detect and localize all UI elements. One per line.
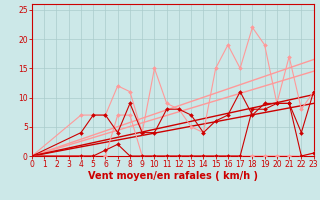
X-axis label: Vent moyen/en rafales ( km/h ): Vent moyen/en rafales ( km/h ) [88, 171, 258, 181]
